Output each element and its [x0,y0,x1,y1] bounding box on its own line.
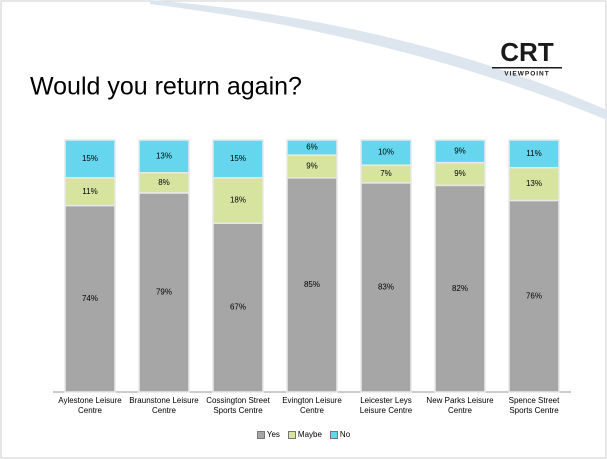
logo-subtitle: VIEWPOINT [504,71,549,78]
bar-segment [64,139,116,179]
legend-label: No [339,430,351,439]
bar-segment [64,177,116,207]
value-label: 15% [230,154,246,163]
value-label: 13% [526,179,542,188]
legend-entry: Maybe [287,430,322,439]
legend-entry: No [329,430,351,439]
value-label: 18% [230,196,246,205]
value-label: 15% [82,154,98,163]
bar-segment [360,182,412,393]
value-label: 11% [526,149,541,158]
value-label: 8% [158,178,170,187]
value-label: 9% [306,162,318,171]
x-tick-label: New Parks Leisure Centre [426,396,494,415]
x-tick-label: Aylestone Leisure Centre [58,396,122,415]
legend-swatch [256,430,265,439]
bar-segment [286,177,338,393]
bar-segment [434,139,486,164]
chart-title: Would you return again? [30,73,302,101]
bar-segment [508,139,560,169]
legend-label: Maybe [297,430,322,439]
bar-segment [360,139,412,166]
bar-segment [212,139,264,179]
x-tick-label: Leicester Leys Leisure Centre [359,396,413,415]
bar-segment [434,184,486,393]
value-label: 76% [526,291,542,300]
value-label: 67% [230,303,246,312]
logo-text: CRT [500,37,554,67]
bar-segment [138,139,190,174]
value-label: 83% [378,283,394,292]
value-label: 10% [378,148,394,157]
value-label: 9% [454,169,466,178]
value-label: 9% [454,146,466,155]
legend-label: Yes [266,430,280,439]
value-label: 13% [156,151,172,160]
legend: Yes Maybe No [0,430,607,439]
value-label: 79% [156,288,172,297]
value-label: 85% [304,280,320,289]
value-label: 6% [306,143,318,152]
bar-segment [508,199,560,393]
bar-segment [508,166,560,202]
x-tick-label: Cossington Street Sports Centre [206,396,270,415]
value-label: 74% [82,294,98,303]
x-tick-label: Braunstone Leisure Centre [129,396,199,415]
legend-swatch [287,430,296,439]
bar-segment [212,177,264,224]
bar-segment [212,222,264,393]
value-label: 82% [452,284,468,293]
value-label: 11% [82,187,97,196]
bar-segment [286,139,338,156]
logo-rule [492,67,562,69]
legend-swatch [329,430,338,439]
legend-entry: Yes [256,430,280,439]
bar-segment [138,192,190,393]
x-tick-label: Evington Leisure Centre [282,396,342,415]
x-tick-label: Spence Street Sports Centre [508,396,560,415]
value-label: 7% [380,169,392,178]
bar-segment [64,204,116,393]
